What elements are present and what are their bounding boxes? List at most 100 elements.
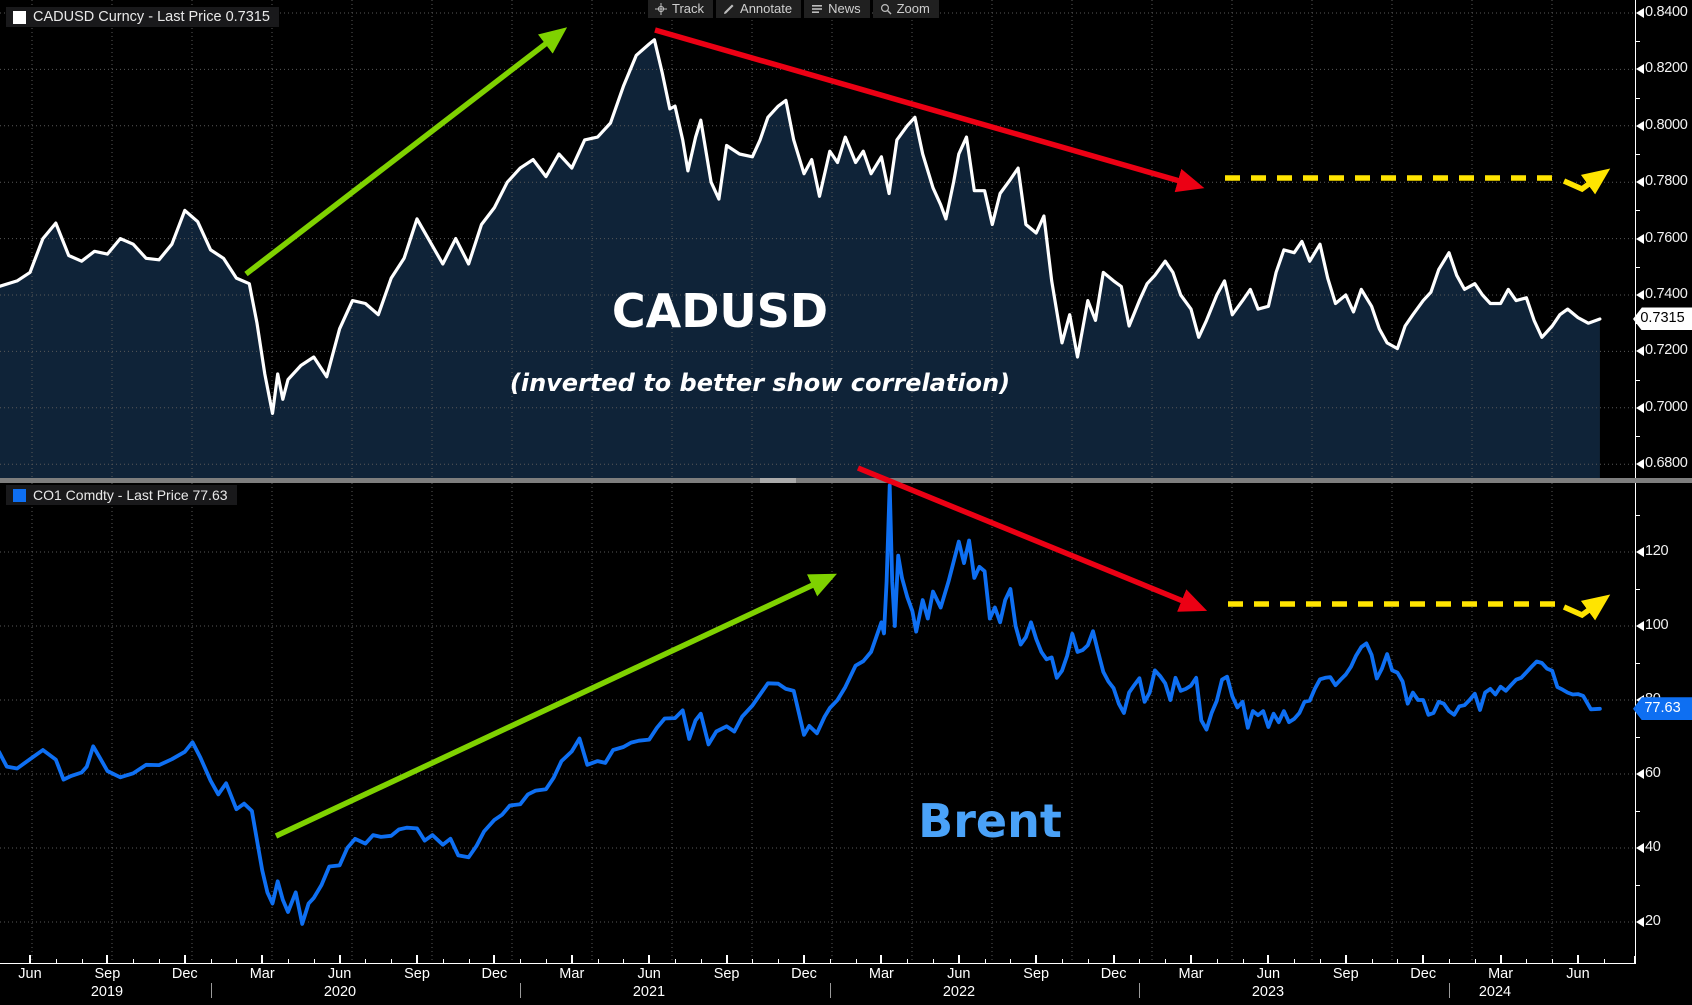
month-tick xyxy=(597,959,599,963)
quarter-tick xyxy=(261,955,264,963)
month-tick xyxy=(159,959,160,963)
month-tick xyxy=(55,959,57,963)
year-separator xyxy=(1449,983,1450,998)
month-label: Sep xyxy=(404,966,430,982)
quarter-tick xyxy=(183,955,186,963)
month-tick xyxy=(236,959,238,963)
y-tick-marker xyxy=(1636,547,1644,557)
month-label: Sep xyxy=(713,966,740,982)
month-tick xyxy=(1242,959,1244,963)
month-tick xyxy=(520,959,522,963)
month-tick xyxy=(1552,959,1554,963)
month-tick xyxy=(933,959,934,963)
zoom-label: Zoom xyxy=(896,1,930,16)
brent-legend[interactable]: CO1 Comdty - Last Price 77.63 xyxy=(6,485,237,505)
brent-legend-swatch xyxy=(13,488,26,502)
year-separator xyxy=(830,983,831,998)
month-tick xyxy=(907,959,909,963)
month-label: Mar xyxy=(1488,966,1514,982)
quarter-tick xyxy=(1035,955,1038,963)
month-tick xyxy=(133,959,135,963)
brent-chart-plot[interactable] xyxy=(0,483,1635,963)
news-lines-icon xyxy=(812,4,823,13)
news-button[interactable]: News xyxy=(804,0,870,18)
pane-divider-handle[interactable] xyxy=(760,478,796,483)
y-tick-label: 60 xyxy=(1645,765,1661,781)
month-label: Mar xyxy=(1178,966,1204,982)
brent-last-price-badge: 77.63 xyxy=(1633,697,1692,721)
area-fill xyxy=(0,39,1600,478)
year-label: 2022 xyxy=(942,984,976,1000)
month-tick xyxy=(288,959,289,963)
y-minor-tick xyxy=(1635,515,1640,516)
month-tick xyxy=(675,959,676,963)
month-tick xyxy=(442,959,444,963)
month-label: Jun xyxy=(947,966,971,982)
year-separator xyxy=(1139,983,1140,998)
month-label: Mar xyxy=(559,966,585,982)
y-tick-label: 100 xyxy=(1645,617,1669,633)
track-button[interactable]: Track xyxy=(648,0,714,18)
y-tick-marker xyxy=(1636,177,1644,188)
pane-divider[interactable] xyxy=(0,478,1692,483)
year-separator xyxy=(211,983,212,998)
y-minor-tick xyxy=(1635,97,1640,99)
month-tick xyxy=(1216,959,1218,963)
zoom-button[interactable]: Zoom xyxy=(872,0,939,18)
quarter-tick xyxy=(725,955,728,963)
y-minor-tick xyxy=(1635,663,1640,664)
month-tick xyxy=(855,959,857,963)
month-label: Sep xyxy=(1332,966,1359,982)
month-tick xyxy=(391,959,393,963)
time-axis-line xyxy=(0,963,1636,964)
annotate-button[interactable]: Annotate xyxy=(716,0,802,18)
month-label: Jun xyxy=(1566,966,1590,982)
month-tick xyxy=(1165,959,1167,963)
brent-annotation-title: Brent xyxy=(918,794,1062,848)
y-minor-tick xyxy=(1635,737,1640,738)
month-tick xyxy=(1449,959,1450,963)
quarter-tick xyxy=(493,955,496,963)
quarter-tick xyxy=(1190,955,1192,963)
y-minor-tick xyxy=(1635,811,1640,812)
y-tick-marker xyxy=(1636,64,1644,75)
brent-series-line xyxy=(0,483,1602,926)
quarter-tick xyxy=(1422,955,1425,963)
quarter-tick xyxy=(416,955,418,963)
chart-toolbar: Track Annotate News Zoom xyxy=(648,0,939,18)
month-tick xyxy=(984,959,986,963)
month-label: Jun xyxy=(637,966,661,982)
month-tick xyxy=(778,959,780,963)
month-tick xyxy=(1371,959,1373,963)
cadusd-last-price-badge: 0.7315 xyxy=(1633,307,1692,331)
y-tick-marker xyxy=(1636,769,1644,779)
y-minor-tick xyxy=(1635,154,1640,155)
y-tick-label: 0.7600 xyxy=(1645,229,1688,246)
y-tick-marker xyxy=(1636,843,1644,853)
month-label: Jun xyxy=(1256,966,1281,982)
month-tick xyxy=(1139,959,1141,963)
y-tick-label: 0.7200 xyxy=(1645,342,1688,359)
cadusd-annotation-title: CADUSD xyxy=(611,284,829,338)
month-tick xyxy=(829,959,831,963)
month-tick xyxy=(1087,959,1089,963)
cadusd-legend[interactable]: CADUSD Curncy - Last Price 0.7315 xyxy=(6,7,279,27)
cadusd-chart-plot[interactable] xyxy=(0,0,1635,478)
month-tick xyxy=(1294,959,1296,963)
month-tick xyxy=(1010,959,1012,963)
month-label: Dec xyxy=(1410,966,1437,982)
y-tick-label: 0.6800 xyxy=(1645,455,1688,472)
y-tick-marker xyxy=(1636,8,1644,18)
magnifier-icon xyxy=(880,3,892,14)
month-tick xyxy=(700,959,702,963)
month-label: Mar xyxy=(249,966,275,982)
y-tick-label: 20 xyxy=(1645,913,1661,929)
month-label: Sep xyxy=(1023,966,1050,982)
y-tick-marker xyxy=(1636,402,1644,413)
y-tick-label: 0.8200 xyxy=(1645,60,1688,77)
cadusd-legend-swatch xyxy=(13,10,26,24)
quarter-tick xyxy=(570,955,573,963)
y-tick-label: 0.8400 xyxy=(1645,4,1688,20)
track-label: Track xyxy=(672,1,705,16)
